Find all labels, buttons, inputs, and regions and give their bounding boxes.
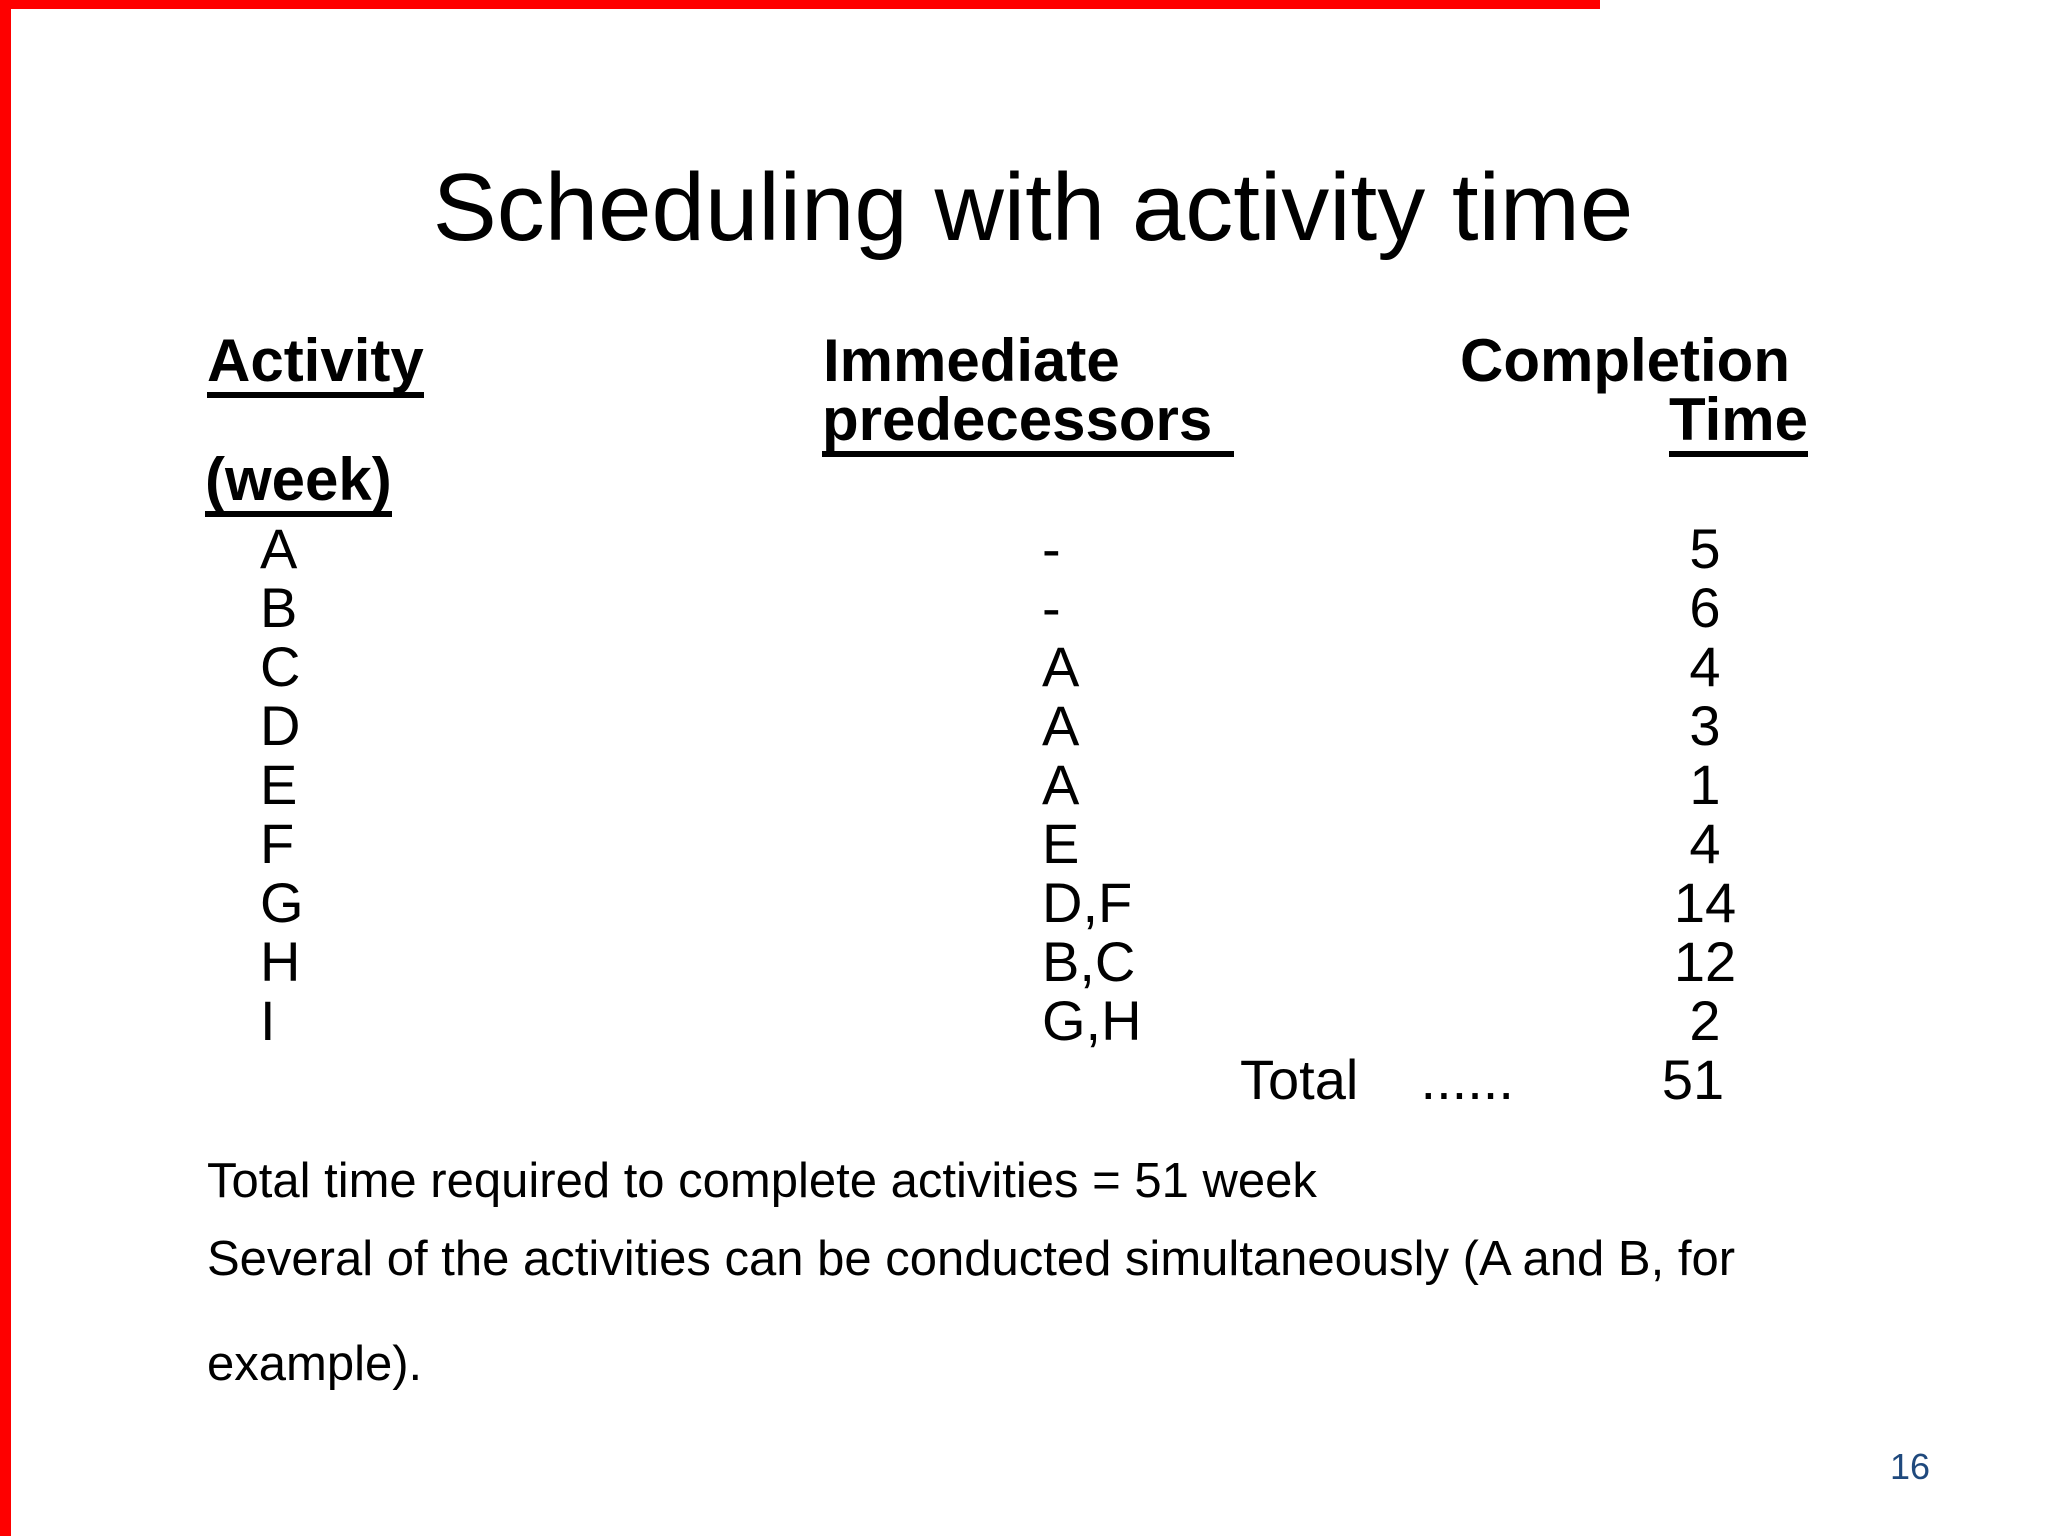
activity-cell: A xyxy=(260,517,298,580)
table-row: B - 6 xyxy=(0,578,2048,637)
activity-cell: I xyxy=(260,989,276,1052)
header-completion: Completion xyxy=(1460,327,1790,394)
slide-title: Scheduling with activity time xyxy=(432,154,1634,261)
table-row: F E 4 xyxy=(0,814,2048,873)
activity-cell: E xyxy=(260,753,298,816)
activity-cell: D xyxy=(260,694,301,757)
red-border-left xyxy=(0,0,11,1536)
activity-cell: C xyxy=(260,635,301,698)
predecessors-cell: A xyxy=(1042,635,1080,698)
header-activity-label: Activity xyxy=(207,331,424,398)
table-row: H B,C 12 xyxy=(0,932,2048,991)
activity-cell: H xyxy=(260,930,301,993)
header-week-unit: (week) xyxy=(205,450,392,517)
time-cell: 1 xyxy=(1689,753,1721,816)
header-week-unit-label: (week) xyxy=(205,450,392,517)
table-row: A - 5 xyxy=(0,519,2048,578)
predecessors-cell: D,F xyxy=(1042,871,1133,934)
table-row: D A 3 xyxy=(0,696,2048,755)
table-row: I G,H 2 xyxy=(0,991,2048,1050)
activity-cell: B xyxy=(260,576,298,639)
time-cell: 4 xyxy=(1689,812,1721,875)
predecessors-cell: - xyxy=(1042,517,1061,580)
time-cell: 4 xyxy=(1689,635,1721,698)
note-line-2: Several of the activities can be conduct… xyxy=(207,1232,1736,1286)
table-row: E A 1 xyxy=(0,755,2048,814)
time-cell: 6 xyxy=(1689,576,1721,639)
page-number: 16 xyxy=(1890,1446,1931,1487)
header-activity: Activity xyxy=(207,331,424,398)
time-cell: 2 xyxy=(1689,989,1721,1052)
note-line-1: Total time required to complete activiti… xyxy=(207,1154,1317,1208)
time-cell: 12 xyxy=(1673,930,1737,993)
predecessors-cell: G,H xyxy=(1042,989,1142,1052)
predecessors-cell: B,C xyxy=(1042,930,1136,993)
note-line-3: example). xyxy=(207,1337,423,1391)
red-border-top xyxy=(0,0,1600,9)
activity-cell: F xyxy=(260,812,295,875)
header-predecessors-label: predecessors xyxy=(822,390,1235,457)
table-row: C A 4 xyxy=(0,637,2048,696)
time-cell: 5 xyxy=(1689,517,1721,580)
header-immediate: Immediate xyxy=(823,327,1120,394)
time-cell: 14 xyxy=(1673,871,1737,934)
predecessors-cell: A xyxy=(1042,694,1080,757)
header-time: Time xyxy=(1669,390,1808,457)
activity-cell: G xyxy=(260,871,304,934)
total-value: 51 xyxy=(1661,1048,1725,1111)
table-row: G D,F 14 xyxy=(0,873,2048,932)
predecessors-cell: A xyxy=(1042,753,1080,816)
predecessors-cell: - xyxy=(1042,576,1061,639)
header-predecessors: predecessors xyxy=(822,390,1235,457)
header-time-label: Time xyxy=(1669,390,1808,457)
time-cell: 3 xyxy=(1689,694,1721,757)
total-row: Total ...... 51 xyxy=(0,1050,2048,1109)
predecessors-cell: E xyxy=(1042,812,1080,875)
total-label: Total ...... xyxy=(1240,1048,1514,1111)
